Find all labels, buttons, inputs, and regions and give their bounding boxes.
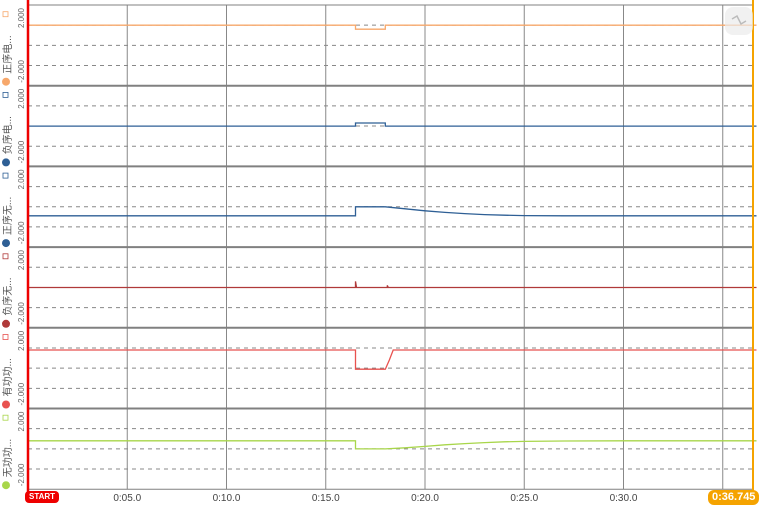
series-color-dot xyxy=(2,239,10,248)
zoom-reset-icon xyxy=(731,14,747,26)
series-toggle-checkbox[interactable] xyxy=(2,11,9,18)
series-toggle-checkbox[interactable] xyxy=(2,92,9,98)
series-color-dot xyxy=(2,77,10,86)
series-name: 无功功... xyxy=(2,439,14,477)
y-max-label: 2.000 xyxy=(17,169,26,190)
y-max-label: 2.000 xyxy=(17,411,26,432)
y-min-label: -2.000 xyxy=(17,463,26,486)
series-color-dot xyxy=(2,400,10,409)
y-max-label: 2.000 xyxy=(17,7,26,28)
x-tick-label: 0:20.0 xyxy=(411,493,439,504)
y-min-label: -2.000 xyxy=(17,59,26,82)
y-min-label: -2.000 xyxy=(17,382,26,405)
series-toggle-checkbox[interactable] xyxy=(2,334,9,340)
series-name: 正序无... xyxy=(1,197,14,235)
series-color-dot xyxy=(2,158,10,167)
series-name: 正序电... xyxy=(1,35,14,73)
series-line-2 xyxy=(28,122,757,127)
series-line-3 xyxy=(28,206,757,217)
series-toggle-checkbox[interactable] xyxy=(2,253,9,260)
y-max-label: 2.000 xyxy=(17,330,26,351)
series-toggle-checkbox[interactable] xyxy=(2,172,9,179)
x-tick-label: 0:15.0 xyxy=(312,493,340,504)
end-cursor-label[interactable]: 0:36.745 xyxy=(708,490,760,505)
x-tick-label: 0:05.0 xyxy=(113,493,141,504)
y-max-label: 2.000 xyxy=(17,88,26,109)
y-min-label: -2.000 xyxy=(17,302,26,325)
y-min-label: -2.000 xyxy=(17,140,26,163)
series-line-6 xyxy=(28,440,757,450)
x-tick-label: 0:30.0 xyxy=(610,493,638,504)
series-color-dot xyxy=(2,319,10,328)
x-tick-label: 0:25.0 xyxy=(510,493,538,504)
zoom-reset-button[interactable] xyxy=(725,7,753,35)
series-name: 有功功... xyxy=(1,358,14,396)
series-toggle-checkbox[interactable] xyxy=(2,414,9,421)
series-line-5 xyxy=(28,349,757,370)
series-line-4 xyxy=(28,281,757,289)
series-color-dot xyxy=(2,481,10,490)
series-name: 负序无... xyxy=(1,277,14,315)
y-max-label: 2.000 xyxy=(17,250,26,271)
series-line-1 xyxy=(28,24,757,30)
series-name: 负序电... xyxy=(1,116,14,154)
x-tick-label: 0:10.0 xyxy=(213,493,241,504)
y-min-label: -2.000 xyxy=(17,221,26,244)
start-cursor-label[interactable]: START xyxy=(25,491,60,503)
